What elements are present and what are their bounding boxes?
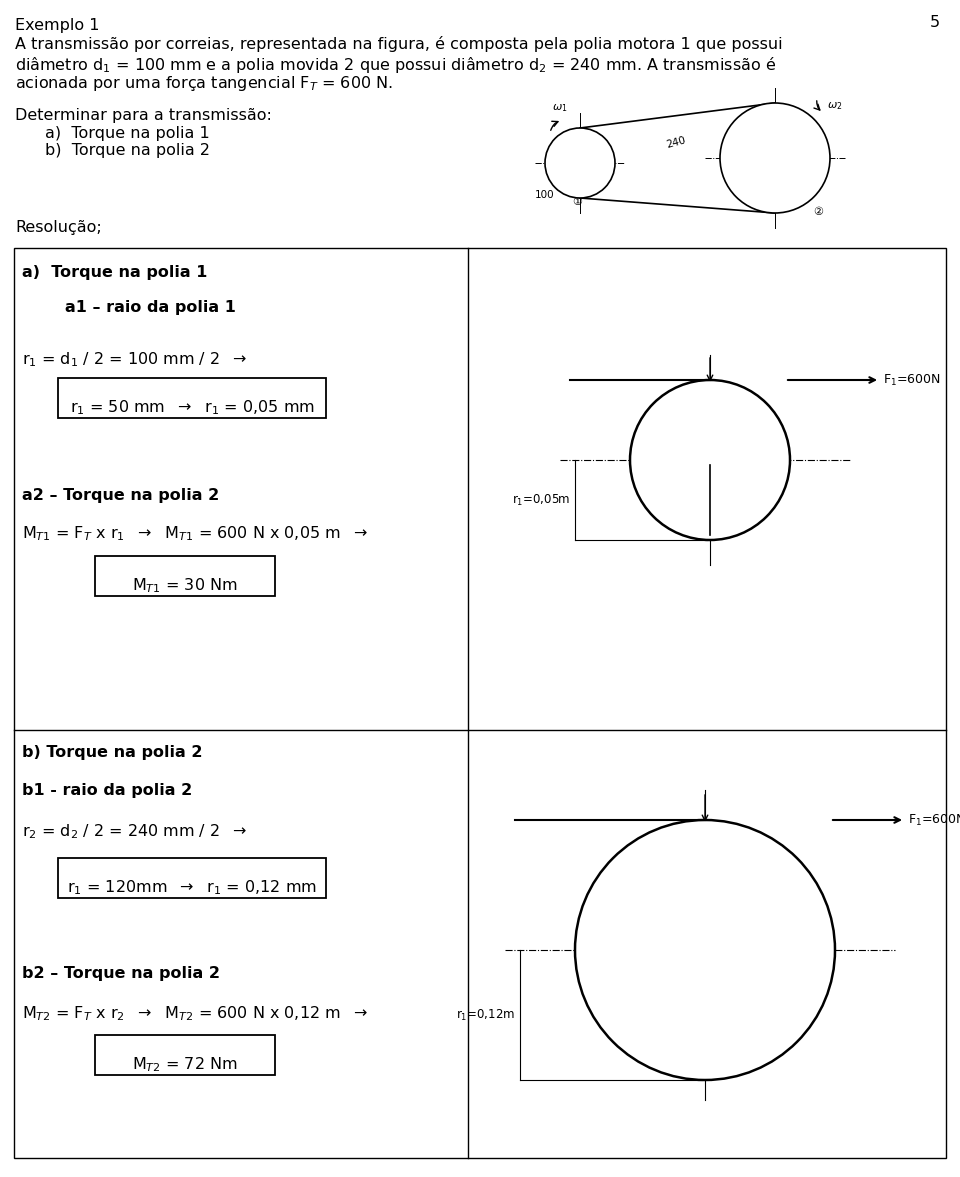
Text: a2 – Torque na polia 2: a2 – Torque na polia 2 [22,488,219,503]
FancyBboxPatch shape [95,556,275,596]
Circle shape [720,104,830,213]
Text: Determinar para a transmissão:: Determinar para a transmissão: [15,108,272,124]
Text: acionada por uma força tangencial F$_T$ = 600 N.: acionada por uma força tangencial F$_T$ … [15,74,393,93]
Text: M$_{T2}$ = F$_T$ x r$_2$  $\rightarrow$  M$_{T2}$ = 600 N x 0,12 m  $\rightarrow: M$_{T2}$ = F$_T$ x r$_2$ $\rightarrow$ M… [22,1004,368,1023]
FancyBboxPatch shape [58,858,326,898]
Text: a1 – raio da polia 1: a1 – raio da polia 1 [64,300,235,315]
Text: r$_1$ = 50 mm  $\rightarrow$  r$_1$ = 0,05 mm: r$_1$ = 50 mm $\rightarrow$ r$_1$ = 0,05… [69,398,315,417]
Text: r$_1$=0,12m: r$_1$=0,12m [456,1008,515,1023]
FancyBboxPatch shape [95,1035,275,1075]
Text: r$_1$=0,05m: r$_1$=0,05m [512,492,570,507]
Text: A transmissão por correias, representada na figura, é composta pela polia motora: A transmissão por correias, representada… [15,36,782,52]
Text: b)  Torque na polia 2: b) Torque na polia 2 [45,142,210,158]
Text: a)  Torque na polia 1: a) Torque na polia 1 [22,265,207,280]
Text: Exemplo 1: Exemplo 1 [15,18,100,33]
Text: r$_1$ = 120mm  $\rightarrow$  r$_1$ = 0,12 mm: r$_1$ = 120mm $\rightarrow$ r$_1$ = 0,12… [67,878,317,897]
Bar [14,248,946,1158]
Text: $\omega_1$: $\omega_1$ [552,102,567,114]
Circle shape [630,380,790,540]
Text: r$_2$ = d$_2$ / 2 = 240 mm / 2  $\rightarrow$: r$_2$ = d$_2$ / 2 = 240 mm / 2 $\rightar… [22,822,248,840]
Text: M$_{T2}$ = 72 Nm: M$_{T2}$ = 72 Nm [132,1055,238,1073]
Text: F$_1$=600N: F$_1$=600N [908,812,960,827]
Text: M$_{T1}$ = 30 Nm: M$_{T1}$ = 30 Nm [132,576,238,594]
Text: ①: ① [572,197,582,207]
Text: ②: ② [813,207,823,217]
Text: F$_1$=600N: F$_1$=600N [883,372,941,387]
Text: r$_1$ = d$_1$ / 2 = 100 mm / 2  $\rightarrow$: r$_1$ = d$_1$ / 2 = 100 mm / 2 $\rightar… [22,350,248,368]
Text: $\omega_2$: $\omega_2$ [827,100,843,112]
Text: b) Torque na polia 2: b) Torque na polia 2 [22,745,203,760]
Text: o: o [710,952,718,965]
FancyBboxPatch shape [58,378,326,418]
Circle shape [575,820,835,1080]
Text: M$_{T1}$ = F$_T$ x r$_1$  $\rightarrow$  M$_{T1}$ = 600 N x 0,05 m  $\rightarrow: M$_{T1}$ = F$_T$ x r$_1$ $\rightarrow$ M… [22,524,368,543]
Text: a)  Torque na polia 1: a) Torque na polia 1 [45,126,209,141]
Text: Resolução;: Resolução; [15,220,102,235]
Text: b1 - raio da polia 2: b1 - raio da polia 2 [22,783,192,798]
Text: o: o [715,463,723,476]
Text: b2 – Torque na polia 2: b2 – Torque na polia 2 [22,966,220,980]
Text: 100: 100 [535,189,555,200]
Text: 240: 240 [665,135,686,149]
Text: 5: 5 [930,15,940,29]
Circle shape [545,128,615,198]
Text: diâmetro d$_1$ = 100 mm e a polia movida 2 que possui diâmetro d$_2$ = 240 mm. A: diâmetro d$_1$ = 100 mm e a polia movida… [15,55,776,75]
